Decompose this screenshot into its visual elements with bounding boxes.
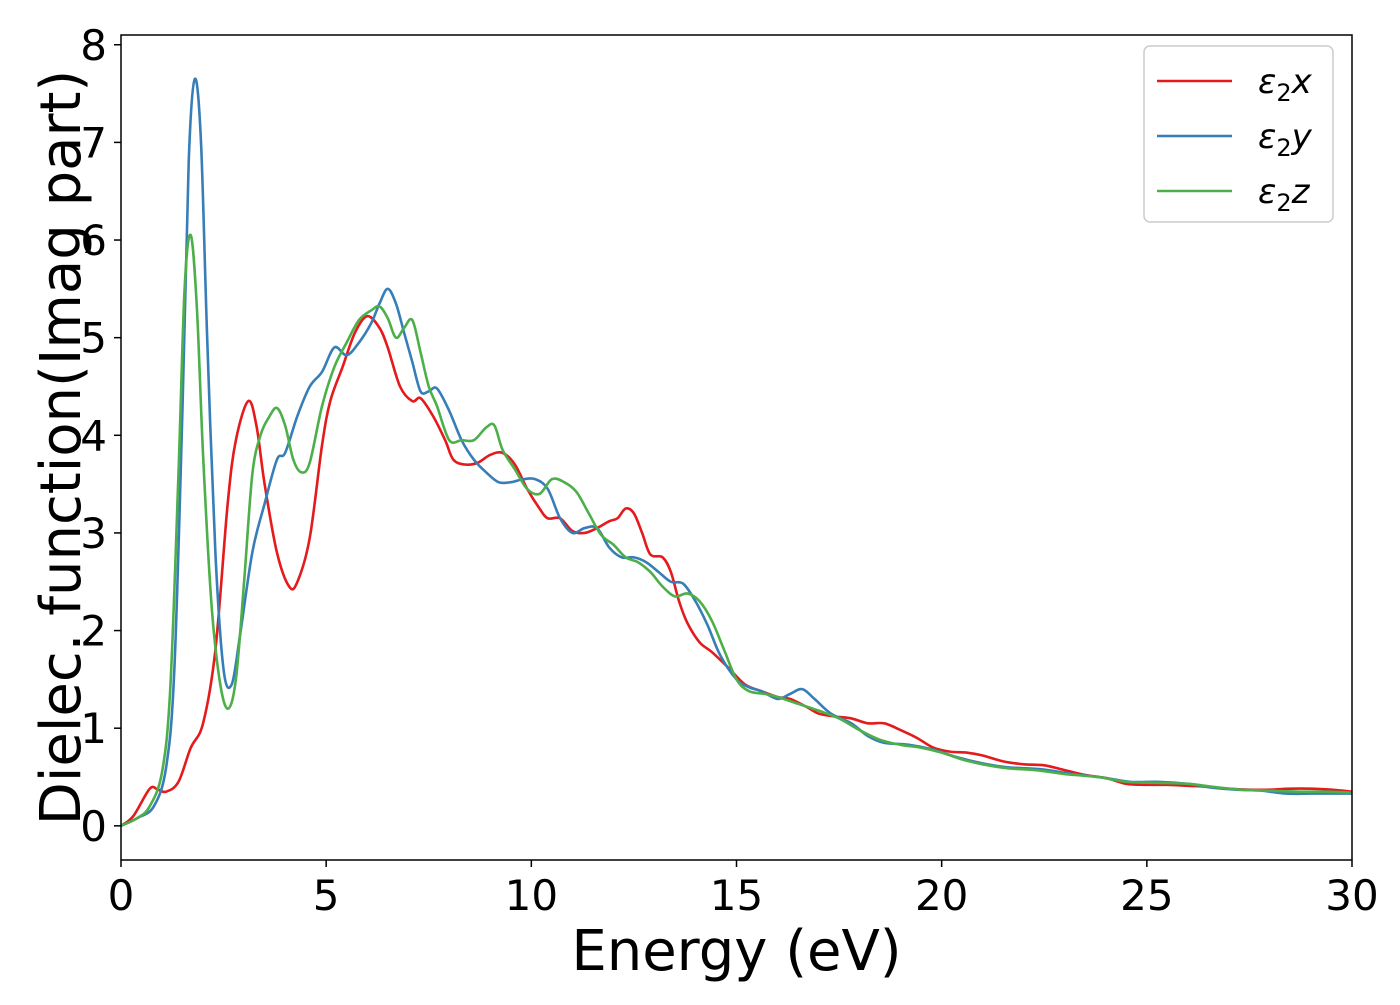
y-tick-label: 4 [80, 411, 107, 460]
x-tick-label: 25 [1120, 871, 1173, 920]
y-tick-label: 0 [80, 802, 107, 851]
x-tick-label: 30 [1325, 871, 1378, 920]
x-tick-label: 0 [108, 871, 135, 920]
x-axis-label: Energy (eV) [571, 919, 901, 984]
x-axis-ticks: 0 5 10 15 20 25 30 [108, 860, 1379, 920]
x-tick-label: 5 [313, 871, 340, 920]
x-tick-label: 15 [710, 871, 763, 920]
series-line-z [121, 233, 1352, 828]
y-tick-label: 2 [80, 607, 107, 656]
y-tick-label: 1 [80, 704, 107, 753]
legend-label-z: ε2z [1258, 172, 1311, 217]
x-tick-label: 10 [505, 871, 558, 920]
y-axis-ticks: 0 1 2 3 4 5 6 7 8 [80, 21, 121, 851]
x-tick-label: 20 [915, 871, 968, 920]
y-tick-label: 8 [80, 21, 107, 70]
series-line-x [121, 314, 1352, 828]
legend-label-x: ε2x [1258, 62, 1313, 107]
y-tick-label: 7 [80, 118, 107, 167]
series-layer [121, 77, 1352, 828]
legend-items: ε2x ε2y ε2z [1157, 62, 1313, 217]
y-tick-label: 3 [80, 509, 107, 558]
y-tick-label: 6 [80, 216, 107, 265]
legend: ε2x ε2y ε2z [1143, 45, 1334, 223]
y-tick-label: 5 [80, 314, 107, 363]
y-axis-label: Dielec. function(Imag part) [29, 70, 94, 826]
legend-label-y: ε2y [1258, 117, 1313, 162]
legend-box [1143, 45, 1334, 223]
